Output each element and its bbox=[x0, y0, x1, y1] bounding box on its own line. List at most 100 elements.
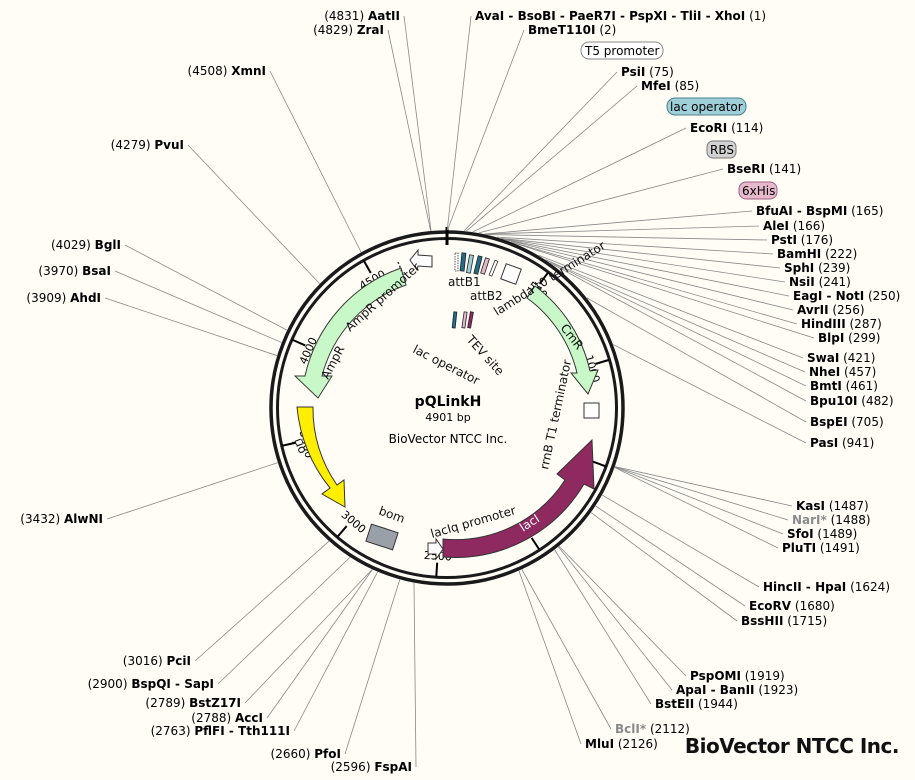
site-name: BmeT110I bbox=[528, 23, 596, 37]
cmr-arrow bbox=[526, 285, 599, 395]
site-leader-line bbox=[269, 70, 362, 253]
site-leader-line bbox=[217, 556, 351, 685]
site-name: NarI* bbox=[792, 513, 828, 527]
site-position: (1487) bbox=[825, 499, 869, 513]
restriction-site-label: BssHII (1715) bbox=[741, 614, 827, 628]
ampr-promoter-arrow bbox=[409, 248, 433, 272]
site-leader-line bbox=[614, 467, 779, 549]
restriction-site-label: HincII - HpaI (1624) bbox=[763, 580, 890, 594]
site-position: (141) bbox=[765, 162, 801, 176]
site-name: NheI bbox=[809, 365, 840, 379]
site-position: (1) bbox=[745, 9, 766, 23]
site-leader-line bbox=[478, 168, 724, 234]
site-position: (3432) bbox=[20, 512, 64, 526]
restriction-site-label: MfeI (85) bbox=[641, 79, 699, 93]
site-name: AlwNI bbox=[64, 512, 103, 526]
restriction-site-label: SfoI (1489) bbox=[787, 527, 857, 541]
restriction-site-label: AvrII (256) bbox=[797, 303, 865, 317]
restriction-site-label: (4829) ZraI bbox=[313, 23, 384, 37]
site-name: NsiI bbox=[789, 275, 815, 289]
site-leader-line bbox=[549, 262, 807, 402]
tick-mark-1000 bbox=[595, 358, 610, 365]
ampr-arrow bbox=[293, 267, 407, 399]
site-leader-line bbox=[466, 85, 638, 232]
site-position: (4831) bbox=[324, 9, 368, 23]
site-name: PflFI - Tth111I bbox=[194, 724, 290, 738]
site-name: BamHI bbox=[777, 247, 821, 261]
site-leader-line bbox=[403, 15, 432, 231]
restriction-site-label: AvaI - BsoBI - PaeR7I - PspXI - TliI - X… bbox=[475, 9, 766, 23]
site-name: BssHII bbox=[741, 614, 783, 628]
site-position: (1624) bbox=[846, 580, 890, 594]
restriction-site-label: (2596) FspAI bbox=[331, 760, 412, 774]
site-position: (299) bbox=[844, 331, 880, 345]
restriction-site-label: HindIII (287) bbox=[801, 317, 882, 331]
site-position: (241) bbox=[815, 275, 851, 289]
site-name: SfoI bbox=[787, 527, 814, 541]
tick-mark-3500 bbox=[282, 441, 297, 447]
svg-text:lac operator: lac operator bbox=[670, 100, 743, 114]
site-leader-line bbox=[613, 344, 807, 444]
site-position: (2900) bbox=[88, 677, 132, 691]
site-name: FspAI bbox=[374, 760, 412, 774]
site-leader-line bbox=[387, 29, 431, 231]
svg-text:RBS: RBS bbox=[710, 143, 734, 157]
restriction-site-label: AleI (166) bbox=[763, 219, 825, 233]
site-name: XmnI bbox=[231, 64, 266, 78]
restriction-site-label: PsiI (75) bbox=[621, 65, 674, 79]
site-position: (2763) bbox=[151, 724, 195, 738]
site-position: (1489) bbox=[814, 527, 858, 541]
site-position: (4508) bbox=[188, 64, 232, 78]
restriction-site-label: BlpI (299) bbox=[818, 331, 880, 345]
site-leader-line bbox=[484, 225, 760, 235]
site-leader-line bbox=[472, 127, 687, 233]
site-position: (256) bbox=[829, 303, 865, 317]
site-name: BstEII bbox=[655, 697, 694, 711]
site-position: (2126) bbox=[614, 737, 658, 751]
site-leader-line bbox=[463, 71, 618, 232]
tag-6xhis: 6xHis bbox=[738, 181, 778, 200]
restriction-site-label: ApaI - BanII (1923) bbox=[676, 683, 798, 697]
site-name: SphI bbox=[784, 261, 814, 275]
restriction-site-label: PluTI (1491) bbox=[782, 541, 860, 555]
site-name: PasI bbox=[810, 436, 838, 450]
tag-lac-operator: lac operator bbox=[666, 97, 747, 116]
restriction-site-label: NsiI (241) bbox=[789, 275, 851, 289]
site-name: PsiI bbox=[621, 65, 645, 79]
lambda-terminator-box bbox=[500, 263, 522, 285]
site-leader-line bbox=[106, 462, 278, 520]
site-leader-line bbox=[446, 15, 472, 231]
restriction-site-label: (2789) BstZ17I bbox=[145, 696, 241, 710]
tick-mark-4500 bbox=[363, 260, 372, 274]
site-name: BglI bbox=[95, 238, 121, 252]
site-name: EcoRV bbox=[749, 599, 792, 613]
plasmid-name: pQLinkH bbox=[415, 394, 482, 410]
bom-box bbox=[365, 523, 399, 551]
site-leader-line bbox=[114, 270, 282, 343]
restriction-site-label: BclI* (2112) bbox=[615, 722, 690, 736]
site-name: AvaI - BsoBI - PaeR7I - PspXI - TliI - X… bbox=[475, 9, 745, 23]
plasmid-maker: BioVector NTCC Inc. bbox=[389, 432, 508, 446]
site-leader-line bbox=[590, 512, 738, 622]
restriction-site-label: MluI (2126) bbox=[585, 737, 658, 751]
site-leader-line bbox=[124, 244, 288, 331]
tag-rbs: RBS bbox=[706, 140, 737, 159]
attb2-cluster bbox=[451, 311, 474, 329]
site-position: (1715) bbox=[783, 614, 827, 628]
site-name: PciI bbox=[167, 654, 192, 668]
site-position: (1919) bbox=[741, 669, 785, 683]
site-leader-line bbox=[266, 569, 373, 719]
restriction-site-label: (4508) XmnI bbox=[188, 64, 266, 78]
site-position: (461) bbox=[842, 379, 878, 393]
leader-lines bbox=[104, 15, 815, 768]
site-position: (4279) bbox=[111, 138, 155, 152]
feature-label-ori: ori bbox=[290, 436, 309, 456]
site-name: Bpu10I bbox=[810, 394, 857, 408]
site-position: (3016) bbox=[123, 654, 167, 668]
site-leader-line bbox=[510, 241, 798, 325]
site-name: PluTI bbox=[782, 541, 816, 555]
site-name: AatII bbox=[368, 9, 400, 23]
site-name: MfeI bbox=[641, 79, 671, 93]
feature-label-attb2: attB2 bbox=[470, 289, 503, 303]
